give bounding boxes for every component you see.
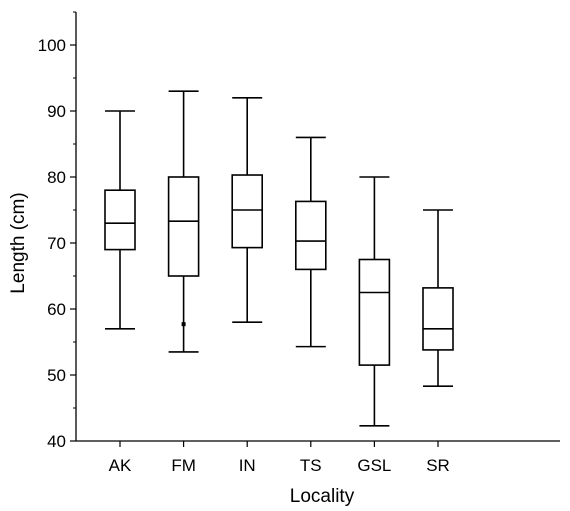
x-tick-label: TS	[300, 456, 322, 475]
x-tick-label: IN	[239, 456, 256, 475]
y-axis-label: Length (cm)	[8, 192, 29, 293]
iqr-box	[358, 258, 391, 366]
y-tick-label: 100	[38, 36, 66, 55]
x-tick-label: FM	[171, 456, 196, 475]
box-fm	[167, 90, 200, 353]
y-tick-label: 90	[47, 102, 66, 121]
y-tick-label: 80	[47, 168, 66, 187]
boxes	[104, 90, 454, 427]
y-tick-label: 40	[47, 432, 66, 451]
x-tick-label: AK	[109, 456, 132, 475]
labels: Length (cm) Locality	[8, 192, 355, 507]
x-axis-label: Locality	[290, 486, 355, 507]
box-ts	[294, 136, 327, 348]
iqr-box	[104, 189, 136, 251]
x-tick-label: GSL	[357, 456, 391, 475]
iqr-box	[422, 287, 454, 351]
x-tick-label: SR	[426, 456, 450, 475]
y-tick-label: 50	[47, 366, 66, 385]
iqr-box	[294, 200, 327, 271]
box-sr	[422, 209, 454, 388]
y-tick-label: 60	[47, 300, 66, 319]
box-ak	[104, 110, 136, 330]
iqr-box	[167, 176, 200, 277]
outlier-point	[181, 322, 186, 327]
y-tick-label: 70	[47, 234, 66, 253]
box-in	[231, 97, 263, 324]
axes: 40 50 60 70 80 90 100 AK FM IN TS GSL SR	[38, 11, 560, 475]
box-gsl	[358, 176, 391, 427]
iqr-box	[231, 174, 263, 249]
